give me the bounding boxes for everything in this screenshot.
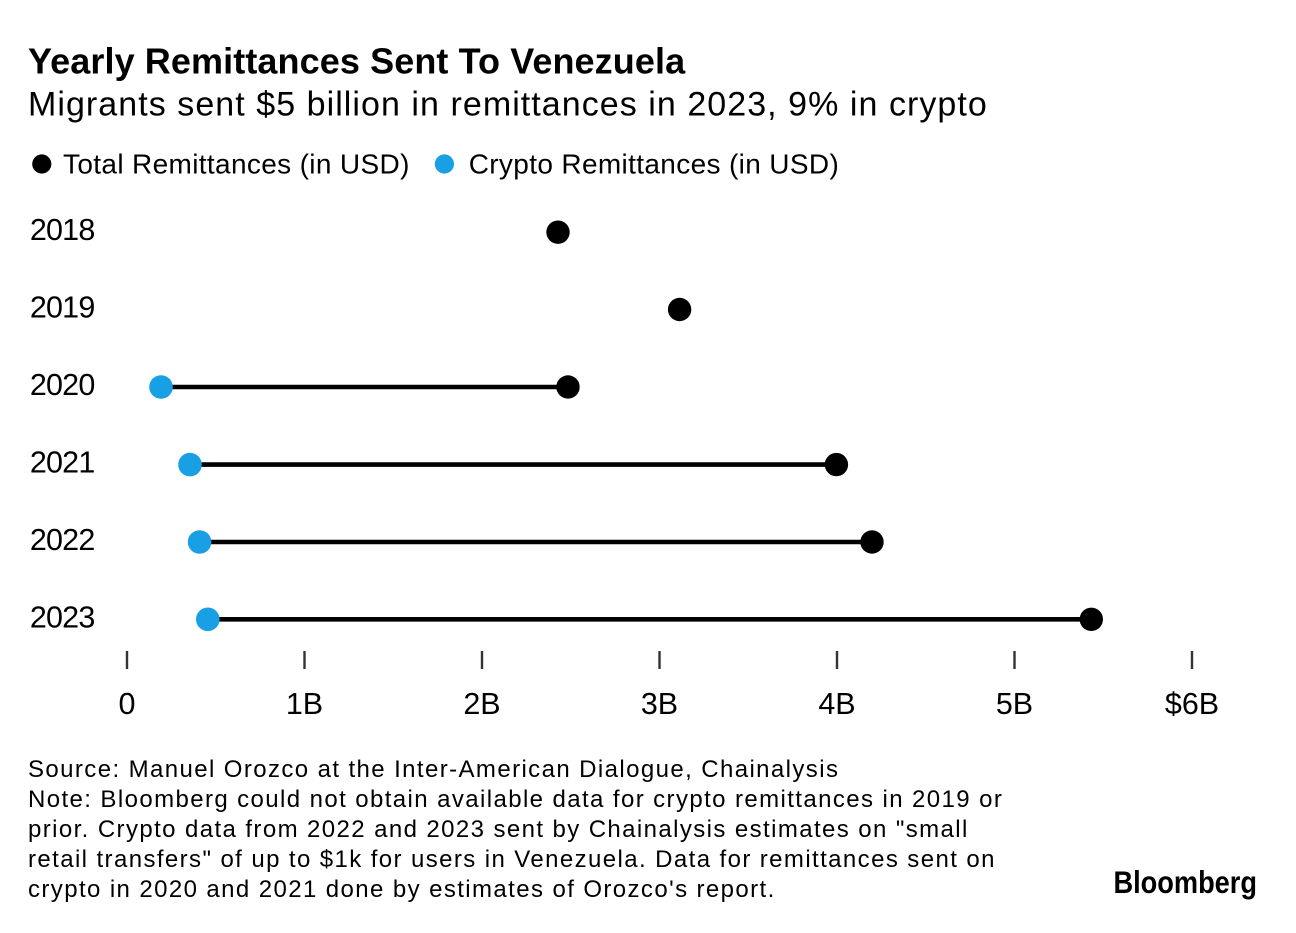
svg-text:2023: 2023 bbox=[30, 600, 95, 634]
svg-text:Yearly Remittances Sent To Ven: Yearly Remittances Sent To Venezuela bbox=[28, 41, 686, 82]
svg-text:2021: 2021 bbox=[30, 446, 95, 480]
svg-text:1B: 1B bbox=[286, 687, 323, 721]
svg-text:3B: 3B bbox=[641, 687, 678, 721]
svg-text:Source: Manuel Orozco at the I: Source: Manuel Orozco at the Inter-Ameri… bbox=[28, 756, 839, 783]
svg-text:retail transfers" of up to $1k: retail transfers" of up to $1k for users… bbox=[28, 846, 996, 873]
svg-text:5B: 5B bbox=[996, 687, 1033, 721]
svg-text:$6B: $6B bbox=[1165, 687, 1219, 721]
svg-text:prior. Crypto data from 2022 a: prior. Crypto data from 2022 and 2023 se… bbox=[28, 816, 969, 843]
svg-text:2B: 2B bbox=[463, 687, 500, 721]
svg-text:Bloomberg: Bloomberg bbox=[1114, 864, 1258, 900]
svg-text:2022: 2022 bbox=[30, 523, 95, 557]
svg-text:2020: 2020 bbox=[30, 368, 95, 402]
svg-text:crypto in 2020 and 2021 done b: crypto in 2020 and 2021 done by estimate… bbox=[28, 876, 776, 903]
svg-text:2019: 2019 bbox=[30, 291, 95, 325]
svg-text:2018: 2018 bbox=[30, 213, 95, 247]
svg-text:Total Remittances (in USD): Total Remittances (in USD) bbox=[63, 148, 410, 179]
svg-text:Crypto Remittances (in USD): Crypto Remittances (in USD) bbox=[469, 148, 839, 179]
svg-text:0: 0 bbox=[119, 687, 136, 721]
svg-text:4B: 4B bbox=[818, 687, 855, 721]
svg-text:Note: Bloomberg could not obta: Note: Bloomberg could not obtain availab… bbox=[28, 786, 1003, 813]
svg-text:Migrants sent $5 billion in re: Migrants sent $5 billion in remittances … bbox=[28, 86, 988, 124]
